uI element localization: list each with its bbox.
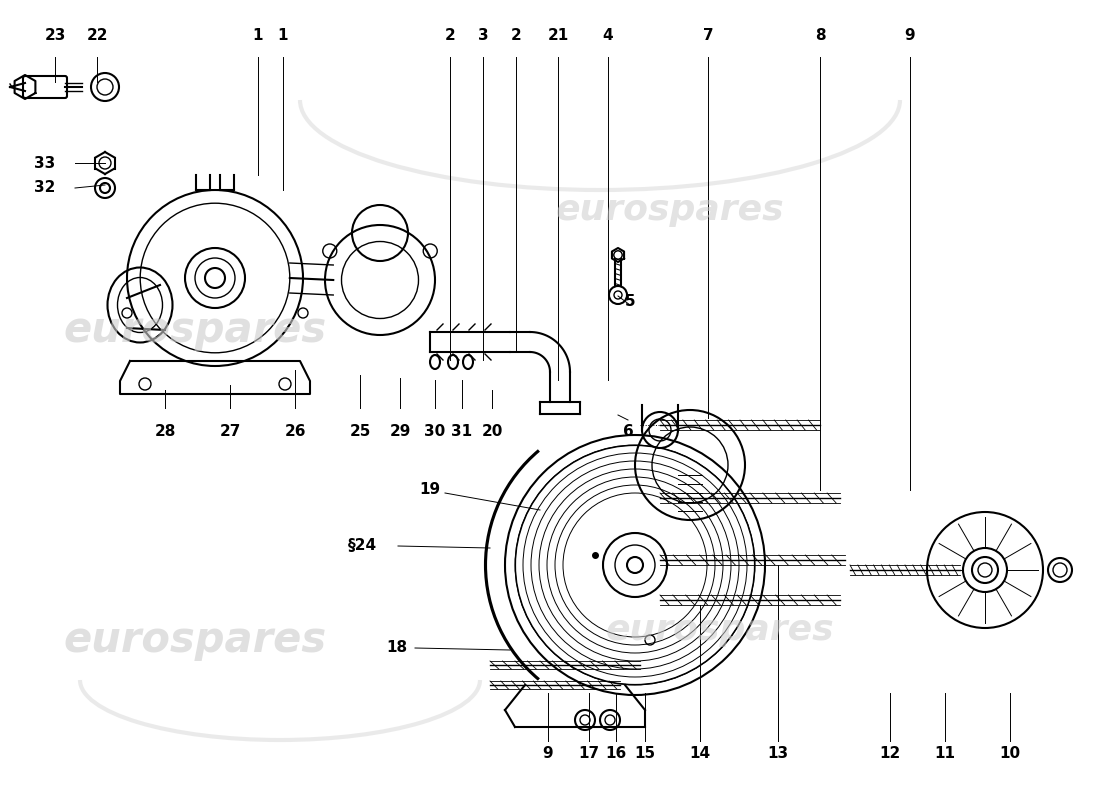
- Text: 30: 30: [425, 425, 446, 439]
- Text: 1: 1: [253, 27, 263, 42]
- Text: 23: 23: [44, 27, 66, 42]
- Text: 26: 26: [284, 425, 306, 439]
- Text: 4: 4: [603, 27, 614, 42]
- Text: 2: 2: [444, 27, 455, 42]
- Text: 11: 11: [935, 746, 956, 761]
- Text: §24: §24: [348, 538, 376, 554]
- Text: eurospares: eurospares: [64, 619, 327, 661]
- Text: 2: 2: [510, 27, 521, 42]
- Text: 22: 22: [86, 27, 108, 42]
- Text: 10: 10: [1000, 746, 1021, 761]
- Text: eurospares: eurospares: [606, 613, 834, 647]
- Text: 9: 9: [904, 27, 915, 42]
- Text: 31: 31: [451, 425, 473, 439]
- Text: 7: 7: [703, 27, 713, 42]
- Text: 33: 33: [34, 155, 56, 170]
- Text: 21: 21: [548, 27, 569, 42]
- Text: 3: 3: [477, 27, 488, 42]
- Text: 16: 16: [605, 746, 627, 761]
- Text: 18: 18: [386, 641, 408, 655]
- Text: 9: 9: [542, 746, 553, 761]
- Text: 6: 6: [623, 425, 634, 439]
- Text: 5: 5: [625, 294, 636, 310]
- Text: 29: 29: [389, 425, 410, 439]
- Text: 17: 17: [579, 746, 600, 761]
- Text: 19: 19: [419, 482, 441, 498]
- Text: 13: 13: [768, 746, 789, 761]
- Text: 14: 14: [690, 746, 711, 761]
- Text: eurospares: eurospares: [556, 193, 784, 227]
- Text: 1: 1: [277, 27, 288, 42]
- Text: 8: 8: [815, 27, 825, 42]
- Text: 28: 28: [154, 425, 176, 439]
- Text: 20: 20: [482, 425, 503, 439]
- Text: eurospares: eurospares: [64, 309, 327, 351]
- Text: 12: 12: [879, 746, 901, 761]
- Text: 32: 32: [34, 181, 56, 195]
- Text: 25: 25: [350, 425, 371, 439]
- Text: 15: 15: [635, 746, 656, 761]
- Text: 27: 27: [219, 425, 241, 439]
